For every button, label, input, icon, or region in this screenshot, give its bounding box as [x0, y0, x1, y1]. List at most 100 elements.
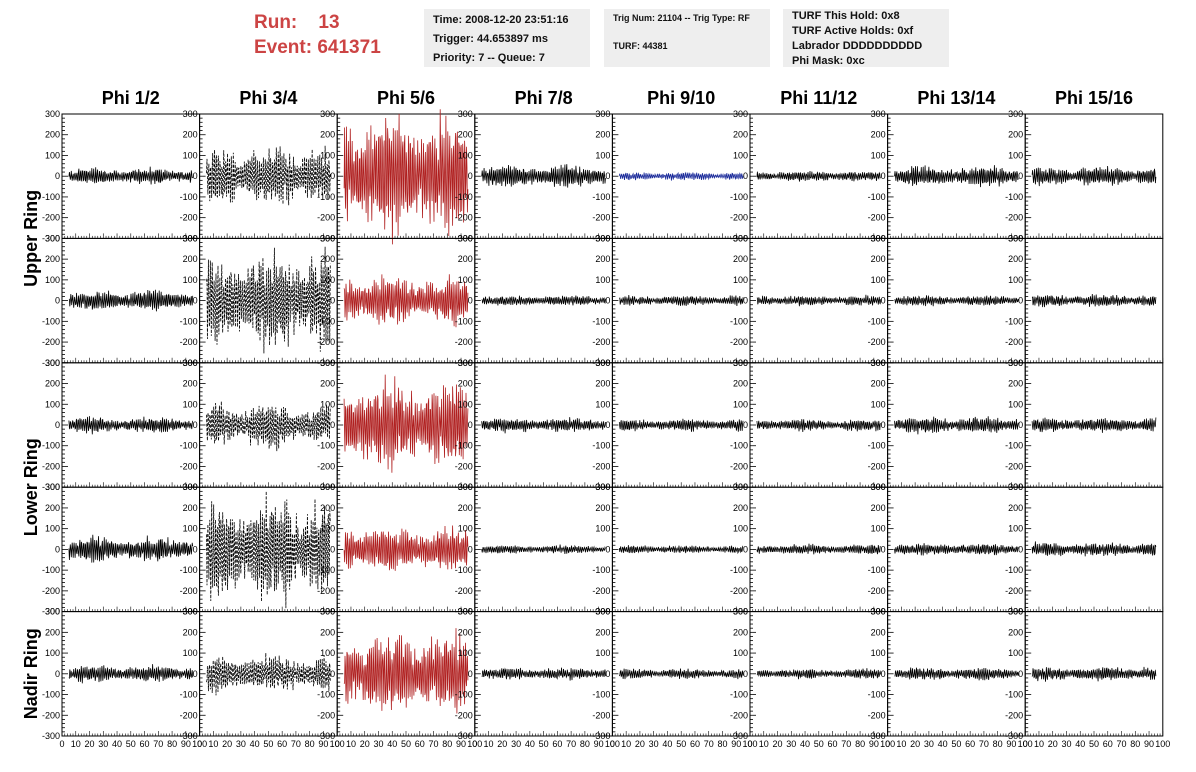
- column-header-7: Phi 13/14: [917, 88, 995, 108]
- y-tick-label: 0: [468, 420, 473, 430]
- y-tick-label: -100: [317, 441, 335, 451]
- y-tick-label: -100: [455, 690, 473, 700]
- x-tick-label: 20: [222, 739, 232, 749]
- y-tick-label: 100: [1008, 648, 1023, 658]
- y-tick-label: 0: [330, 296, 335, 306]
- waveform-trace: [894, 667, 1019, 681]
- waveform-trace: [343, 374, 469, 473]
- y-tick-label: 300: [45, 109, 60, 119]
- y-tick-label: 300: [595, 233, 610, 243]
- y-tick-label: 0: [55, 544, 60, 554]
- y-tick-label: 300: [595, 607, 610, 617]
- y-tick-label: -100: [592, 690, 610, 700]
- y-tick-label: 200: [1008, 254, 1023, 264]
- y-tick-label: 0: [605, 669, 610, 679]
- y-tick-label: 300: [595, 109, 610, 119]
- y-tick-label: -200: [455, 461, 473, 471]
- x-tick-label: 50: [401, 739, 411, 749]
- x-tick-label: 0: [1023, 739, 1028, 749]
- x-tick-label: 50: [676, 739, 686, 749]
- y-tick-label: -100: [730, 441, 748, 451]
- x-tick-label: 60: [140, 739, 150, 749]
- ring-label-1: Upper Ring: [21, 190, 41, 287]
- x-tick-label: 20: [910, 739, 920, 749]
- y-tick-label: -100: [1005, 690, 1023, 700]
- waveform-trace: [481, 544, 606, 555]
- y-tick-label: 100: [733, 150, 748, 160]
- x-tick-label: 10: [896, 739, 906, 749]
- y-tick-label: 200: [320, 130, 335, 140]
- x-tick-label: 60: [277, 739, 287, 749]
- y-tick-label: 300: [871, 358, 886, 368]
- y-tick-label: 300: [183, 233, 198, 243]
- waveform-trace: [756, 543, 881, 555]
- y-tick-label: 100: [1008, 275, 1023, 285]
- trigger-info-panel: Trig Num: 21104 -- Trig Type: RF TURF: 4…: [604, 9, 770, 67]
- y-tick-label: 300: [320, 233, 335, 243]
- y-tick-label: -200: [317, 213, 335, 223]
- y-tick-label: 100: [871, 648, 886, 658]
- y-tick-label: 0: [1018, 544, 1023, 554]
- y-tick-label: -200: [317, 586, 335, 596]
- y-tick-label: 0: [605, 544, 610, 554]
- y-tick-label: -100: [1005, 565, 1023, 575]
- turf-text: TURF: 44381: [613, 41, 668, 51]
- y-tick-label: -300: [730, 731, 748, 741]
- x-tick-label: 50: [1089, 739, 1099, 749]
- y-tick-label: 0: [468, 171, 473, 181]
- y-tick-label: -100: [592, 192, 610, 202]
- y-tick-label: 100: [320, 524, 335, 534]
- y-tick-label: 0: [881, 171, 886, 181]
- y-tick-label: 100: [733, 524, 748, 534]
- x-tick-label: 0: [335, 739, 340, 749]
- y-tick-label: 300: [871, 109, 886, 119]
- y-tick-label: -100: [592, 565, 610, 575]
- x-tick-label: 70: [429, 739, 439, 749]
- y-tick-label: 300: [320, 607, 335, 617]
- waveform-trace: [206, 246, 331, 354]
- y-tick-label: -200: [42, 586, 60, 596]
- y-tick-label: -200: [868, 586, 886, 596]
- y-tick-label: -100: [42, 192, 60, 202]
- y-tick-label: -100: [455, 441, 473, 451]
- x-tick-label: 20: [1048, 739, 1058, 749]
- x-tick-label: 60: [965, 739, 975, 749]
- x-tick-label: 80: [993, 739, 1003, 749]
- y-tick-label: 200: [183, 254, 198, 264]
- x-tick-label: 30: [924, 739, 934, 749]
- y-tick-label: 100: [871, 524, 886, 534]
- column-header-8: Phi 15/16: [1055, 88, 1133, 108]
- x-tick-label: 50: [951, 739, 961, 749]
- column-header-4: Phi 7/8: [515, 88, 573, 108]
- x-tick-label: 80: [442, 739, 452, 749]
- y-tick-label: 0: [193, 669, 198, 679]
- y-tick-label: 0: [743, 296, 748, 306]
- waveform-trace: [206, 145, 331, 206]
- y-tick-label: -100: [317, 565, 335, 575]
- y-tick-label: 300: [45, 358, 60, 368]
- y-tick-label: -100: [455, 192, 473, 202]
- y-tick-label: 300: [183, 482, 198, 492]
- x-tick-label: 40: [1075, 739, 1085, 749]
- y-tick-label: -200: [455, 337, 473, 347]
- x-tick-label: 100: [1018, 739, 1033, 749]
- y-tick-label: 200: [871, 254, 886, 264]
- x-tick-label: 10: [1034, 739, 1044, 749]
- x-tick-label: 70: [841, 739, 851, 749]
- y-tick-label: -300: [592, 731, 610, 741]
- y-tick-label: -100: [42, 690, 60, 700]
- trigger-text: Trigger: 44.653897 ms: [433, 33, 548, 45]
- y-tick-label: 100: [871, 275, 886, 285]
- x-tick-label: 20: [497, 739, 507, 749]
- x-tick-label: 90: [456, 739, 466, 749]
- waveform-trace: [343, 109, 469, 245]
- y-tick-label: 0: [743, 420, 748, 430]
- waveform-trace: [619, 294, 744, 307]
- y-tick-label: 0: [55, 171, 60, 181]
- column-header-3: Phi 5/6: [377, 88, 435, 108]
- y-tick-label: -200: [317, 461, 335, 471]
- x-tick-label: 60: [552, 739, 562, 749]
- y-tick-label: 200: [183, 130, 198, 140]
- y-tick-label: 300: [1008, 109, 1023, 119]
